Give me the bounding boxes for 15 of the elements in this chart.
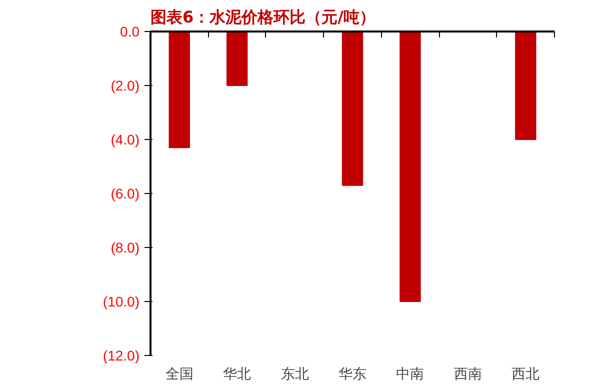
y-tick-label: (6.0) — [110, 186, 140, 202]
y-tick-label: (4.0) — [110, 132, 140, 148]
y-tick-label: (8.0) — [110, 240, 140, 256]
y-tick-label: 0.0 — [120, 24, 140, 40]
chart-title: 图表6：水泥价格环比（元/吨） — [150, 8, 376, 26]
x-tick-label: 全国 — [165, 366, 194, 382]
y-tick-label: (2.0) — [110, 78, 140, 94]
y-tick-label: (10.0) — [102, 294, 140, 310]
x-tick-label: 华东 — [338, 366, 366, 382]
x-tick-label: 华北 — [223, 366, 252, 382]
y-tick-label: (12.0) — [102, 348, 140, 364]
x-tick-label: 中南 — [396, 366, 424, 382]
x-tick-label: 西北 — [512, 366, 540, 382]
x-tick-label: 东北 — [280, 366, 309, 382]
x-tick-label: 西南 — [454, 366, 482, 382]
